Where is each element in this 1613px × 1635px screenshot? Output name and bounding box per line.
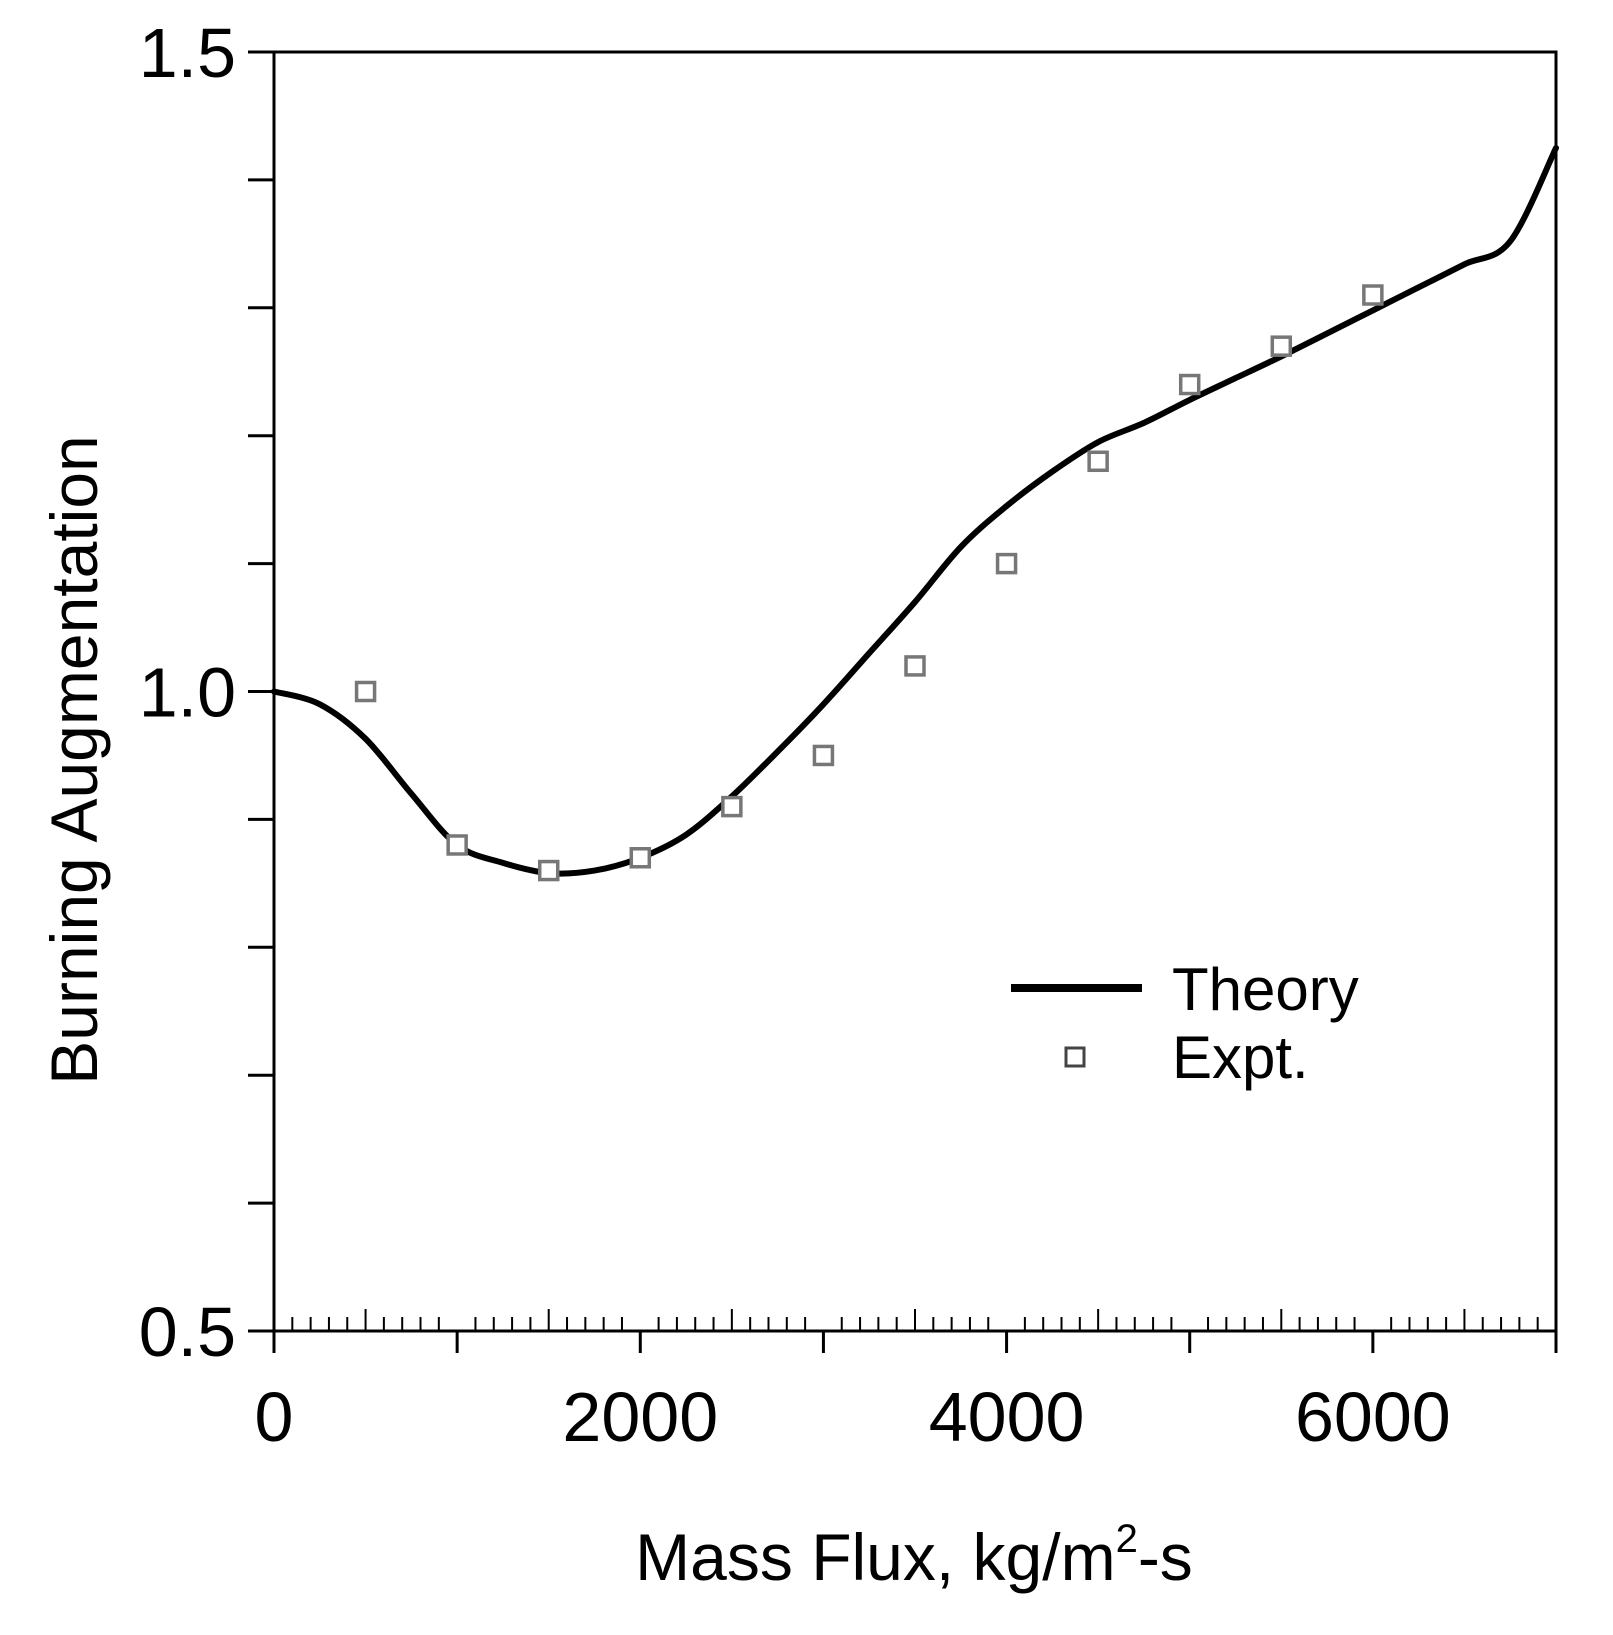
- legend-expt-marker: [1064, 1046, 1086, 1068]
- legend: Theory Expt.: [1011, 956, 1359, 1091]
- expt-point: [1362, 284, 1384, 306]
- expt-point: [721, 795, 743, 818]
- expt-point: [1178, 373, 1201, 396]
- y-axis-title: Burning Augmentation: [37, 435, 111, 1084]
- expt-point: [354, 680, 377, 703]
- expt-point: [537, 859, 560, 882]
- x-tick-label: 6000: [1295, 1378, 1451, 1456]
- x-axis-title-tail: -s: [1138, 1520, 1193, 1594]
- expt-point: [995, 552, 1018, 575]
- expt-point: [1087, 450, 1109, 473]
- y-tick-label: 0.5: [139, 1293, 236, 1371]
- x-axis-title-main: Mass Flux, kg/m: [635, 1520, 1115, 1594]
- x-tick-label: 2000: [562, 1378, 718, 1456]
- x-tick-label: 0: [255, 1378, 294, 1456]
- x-axis-title-sup: 2: [1116, 1517, 1138, 1561]
- major-ticks: [248, 50, 1558, 1353]
- legend-expt-label: Expt.: [1172, 1024, 1309, 1091]
- expt-point: [1270, 335, 1293, 357]
- expt-point: [904, 655, 926, 677]
- expt-point: [812, 744, 835, 767]
- tick-labels: 0 2000 4000 6000 0.5 1.0 1.5: [139, 14, 1451, 1456]
- plot-frame: [272, 50, 1558, 1333]
- x-tick-label: 4000: [929, 1378, 1085, 1456]
- expt-point: [629, 847, 652, 869]
- expt-point: [446, 834, 468, 856]
- y-tick-label: 1.0: [139, 654, 236, 732]
- x-minor-ticks: [291, 1309, 1539, 1331]
- theory-series-line: [271, 144, 1559, 877]
- x-axis-title: Mass Flux, kg/m2-s: [635, 1517, 1193, 1594]
- y-tick-label: 1.5: [139, 14, 236, 92]
- expt-series-points: [354, 284, 1384, 882]
- legend-theory-label: Theory: [1172, 956, 1359, 1023]
